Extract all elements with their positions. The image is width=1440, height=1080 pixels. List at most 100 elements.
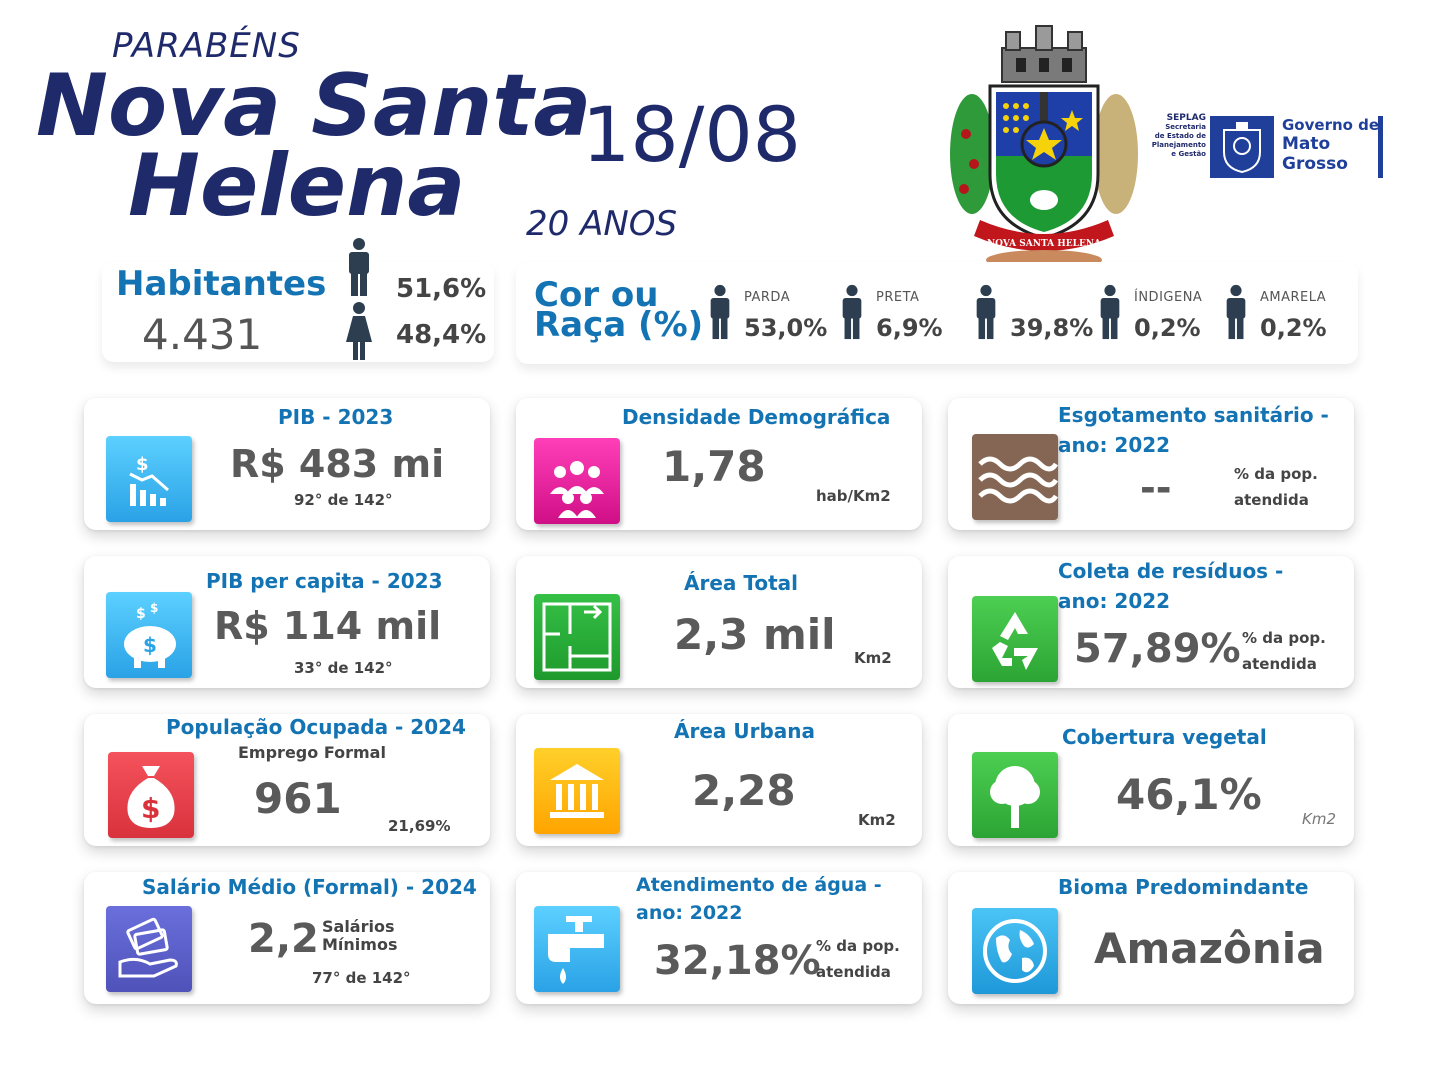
seplag-line1: Secretaria: [1165, 123, 1206, 131]
seplag-logo: SEPLAG Secretaria de Estado de Planejame…: [1140, 114, 1206, 159]
densidade-value: 1,78: [662, 442, 766, 491]
area-total-title: Área Total: [684, 571, 799, 595]
gov-title-line2: Mato: [1282, 134, 1331, 154]
area-urbana-card: Área Urbana 2,28 Km2: [516, 714, 922, 846]
area-urbana-unit: Km2: [858, 811, 896, 829]
salario-value: 2,2: [248, 916, 319, 962]
area-total-card: Área Total 2,3 mil Km2: [516, 556, 922, 688]
area-total-unit: Km2: [854, 649, 892, 667]
bioma-value: Amazônia: [1094, 924, 1325, 973]
residuos-unit-line1: % da pop.: [1242, 629, 1326, 647]
pop-ocupada-pct: 21,69%: [388, 817, 451, 835]
salario-title: Salário Médio (Formal) - 2024: [142, 875, 477, 899]
pib-pc-rank: 33° de 142°: [294, 659, 393, 677]
densidade-unit: hab/Km2: [816, 487, 891, 505]
people-group-icon: [534, 438, 620, 524]
bank-building-icon: [534, 748, 620, 834]
race-person-icon: [1222, 284, 1250, 340]
male-icon: [344, 238, 374, 296]
habitantes-value: 4.431: [142, 310, 263, 359]
race-label: ÍNDIGENA: [1134, 290, 1203, 305]
race-value: 39,8%: [1010, 314, 1094, 342]
agua-title-line2: ano: 2022: [636, 902, 743, 924]
cobertura-unit: Km2: [1302, 810, 1336, 828]
race-label: AMARELA: [1260, 290, 1327, 305]
race-label: PRETA: [876, 290, 920, 305]
svg-text:$: $: [150, 601, 158, 615]
seplag-acronym: SEPLAG: [1166, 113, 1206, 123]
floor-plan-icon: [534, 594, 620, 680]
area-urbana-title: Área Urbana: [674, 719, 816, 743]
gov-title: Governo de Mato Grosso: [1282, 116, 1379, 174]
pib-pc-card: PIB per capita - 2023 $ $ $ R$ 114 mil 33°…: [84, 556, 490, 688]
congrats-label: PARABÉNS: [112, 26, 301, 66]
seplag-line2: de Estado de: [1154, 132, 1206, 140]
pib-value: R$ 483 mi: [230, 442, 445, 486]
race-person-icon: [706, 284, 734, 340]
area-urbana-value: 2,28: [692, 766, 796, 815]
pop-ocupada-card: População Ocupada - 2024 Emprego Formal …: [84, 714, 490, 846]
svg-text:$: $: [136, 606, 146, 622]
race-value: 53,0%: [744, 314, 828, 342]
esgoto-unit-line2: atendida: [1234, 491, 1309, 509]
bioma-card: Bioma Predomindante Amazônia: [948, 872, 1354, 1004]
habitantes-card: [102, 262, 494, 362]
esgoto-title-line2: ano: 2022: [1058, 433, 1171, 457]
race-value: 0,2%: [1134, 314, 1201, 342]
agua-title-line1: Atendimento de água -: [636, 874, 882, 896]
city-name-line1: Nova Santa: [36, 56, 592, 156]
pop-ocupada-value: 961: [254, 774, 342, 823]
waves-icon: [972, 434, 1059, 520]
race-value: 6,9%: [876, 314, 943, 342]
female-percent: 48,4%: [396, 320, 487, 350]
svg-text:$: $: [141, 792, 160, 825]
esgoto-title-line1: Esgotamento sanitário -: [1058, 403, 1329, 427]
agua-unit-line1: % da pop.: [816, 937, 900, 955]
city-name-line2: Helena: [128, 136, 466, 236]
male-percent: 51,6%: [396, 274, 487, 304]
gov-title-line3: Grosso: [1282, 154, 1348, 174]
pop-ocupada-subtitle: Emprego Formal: [238, 743, 386, 762]
pib-title: PIB - 2023: [278, 405, 394, 429]
residuos-card: Coleta de resíduos - ano: 2022 57,89% % …: [948, 556, 1354, 688]
pib-rank: 92° de 142°: [294, 491, 393, 509]
race-title-line2: Raça (%): [534, 305, 704, 345]
money-bag-icon: $: [108, 752, 194, 838]
residuos-value: 57,89%: [1074, 626, 1241, 672]
anniversary-years: 20 ANOS: [526, 204, 678, 244]
esgoto-unit-line1: % da pop.: [1234, 465, 1318, 483]
densidade-title: Densidade Demográfica: [622, 405, 891, 429]
densidade-card: Densidade Demográfica 1,78 hab/Km2: [516, 398, 922, 530]
globe-icon: [972, 908, 1058, 994]
faucet-icon: [534, 906, 620, 992]
race-person-icon: [838, 284, 866, 340]
race-person-icon: [1096, 284, 1124, 340]
female-icon: [344, 302, 374, 360]
recycle-icon: [972, 596, 1058, 682]
residuos-unit-line2: atendida: [1242, 655, 1317, 673]
cobertura-title: Cobertura vegetal: [1062, 725, 1267, 749]
tree-icon: [972, 752, 1058, 838]
cobertura-value: 46,1%: [1116, 770, 1262, 819]
pib-card: PIB - 2023 $ R$ 483 mi 92° de 142°: [84, 398, 490, 530]
salario-unit-line1: Salários: [322, 917, 395, 936]
salario-unit-line2: Mínimos: [322, 935, 398, 954]
seplag-line4: e Gestão: [1171, 150, 1206, 158]
residuos-title-line1: Coleta de resíduos -: [1058, 559, 1284, 583]
pib-pc-value: R$ 114 mil: [214, 604, 442, 648]
svg-text:$: $: [136, 454, 149, 475]
habitantes-label: Habitantes: [116, 264, 327, 304]
gov-title-line1: Governo de: [1282, 116, 1380, 134]
mato-grosso-emblem: [1210, 116, 1274, 178]
piggy-bank-icon: $ $ $: [106, 592, 192, 678]
salario-card: Salário Médio (Formal) - 2024 2,2 Salári…: [84, 872, 490, 1004]
hand-cash-icon: [106, 906, 192, 992]
gov-divider: [1378, 116, 1383, 178]
salario-rank: 77° de 142°: [312, 969, 411, 987]
esgoto-value: --: [1140, 466, 1172, 510]
race-person-icon: [972, 284, 1000, 340]
agua-unit-line2: atendida: [816, 963, 891, 981]
agua-card: Atendimento de água - ano: 2022 32,18% %…: [516, 872, 922, 1004]
esgoto-card: Esgotamento sanitário - ano: 2022 -- % d…: [948, 398, 1354, 530]
seplag-line3: Planejamento: [1151, 141, 1206, 149]
